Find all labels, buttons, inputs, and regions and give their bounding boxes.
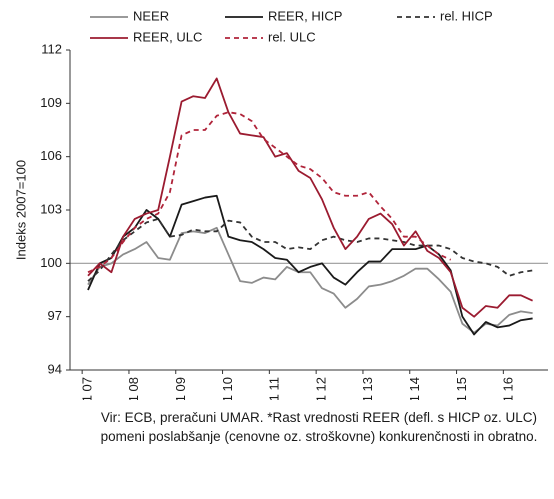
x-tick-label: Q1 11 [267,377,282,400]
series-line [87,194,533,336]
y-tick-label: 112 [41,41,62,56]
x-tick-label: Q1 13 [360,377,375,400]
x-tick-label: Q1 14 [407,377,422,400]
x-tick-label: Q1 08 [126,377,141,400]
chart: Indeks 2007=100 94 97 100 103 106 109 112 Q1 07… [13,8,548,400]
y-tick-label: 109 [40,95,62,110]
legend-label: NEER [133,8,169,23]
y-tick-label: 100 [40,255,62,270]
legend-label: REER, HICP [268,8,342,23]
source-note: Vir: ECB, preračuni UMAR. *Rast vrednost… [100,410,538,444]
x-tick-label: Q1 16 [501,377,516,400]
y-tick-label: 106 [40,148,62,163]
series-line [87,77,533,318]
series-line [87,226,533,334]
x-tick-label: Q1 09 [173,377,188,400]
y-tick-label: 94 [48,361,62,376]
y-tick-label: 103 [40,201,62,216]
series-line [87,111,452,274]
legend-label: rel. HICP [440,8,493,23]
y-tick-label: 97 [48,308,62,323]
legend-label: REER, ULC [133,29,202,44]
y-axis-label: Indeks 2007=100 [13,160,28,260]
x-tick-label: Q1 07 [79,377,94,400]
x-tick-label: Q1 12 [313,377,328,400]
x-tick-label: Q1 15 [454,377,469,400]
x-tick-label: Q1 10 [220,377,235,400]
legend-label: rel. ULC [268,29,316,44]
series-line [87,217,533,282]
